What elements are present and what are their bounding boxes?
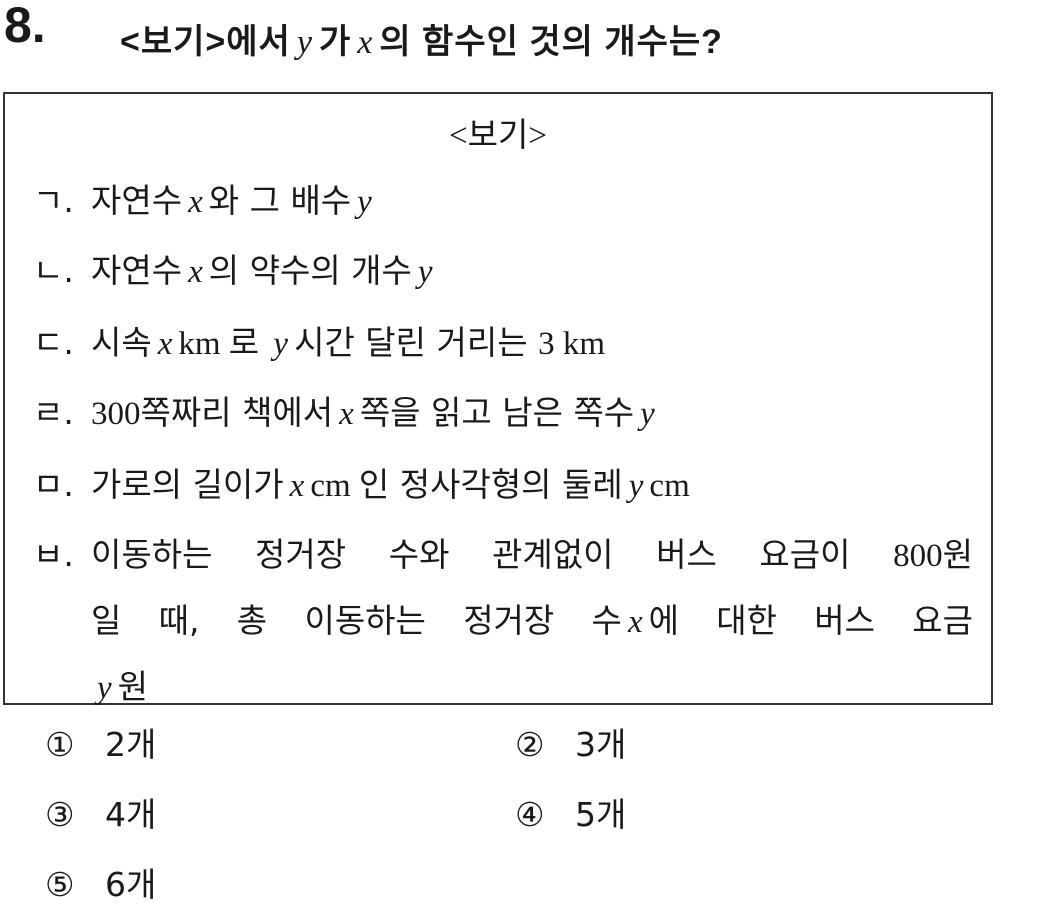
math-variable: y [357,184,372,220]
math-variable: y [628,468,644,504]
text-segment: 시간 달린 거리는 [294,323,539,362]
item-label: ㄱ. [33,181,74,220]
number-text: 3 km [538,326,605,362]
choice-1[interactable]: ① 2개 [45,718,156,766]
example-item: ㅁ. 가로의 길이가 x cm 인 정사각형의 둘레 y cm [33,458,973,524]
choice-mark: ⑤ [45,865,75,904]
text-segment: 쪽을 읽고 남은 쪽수 [359,393,635,432]
choice-text: 5개 [575,795,627,834]
text-segment: 의 약수의 개수 [208,251,412,290]
math-variable: y [640,396,655,432]
number-text: km 로 [178,326,268,362]
item-line: ㄴ. 자연수 x 의 약수의 개수 y [33,244,973,310]
text-segment: 자연수 [91,181,183,220]
example-box: <보기> ㄱ. 자연수 x 와 그 배수 y ㄴ. 자연수 x 의 약수의 개수 y ㄷ. 시속 x km… [3,92,993,706]
example-box-title: <보기> [449,118,547,154]
item-line: ㄷ. 시속 x km 로 y 시간 달린 거리는 3 km [33,316,973,382]
text-segment: 가로의 길이가 [91,465,284,504]
choice-4[interactable]: ④ 5개 [515,788,626,836]
item-line: ㄹ. 300쪽짜리 책에서 x 쪽을 읽고 남은 쪽수 y [33,386,973,452]
example-item: ㄹ. 300쪽짜리 책에서 x 쪽을 읽고 남은 쪽수 y [33,386,973,452]
item-label: ㄹ. [33,393,74,432]
item-label: ㅂ. [33,535,74,574]
text-segment: 가 [318,23,352,61]
math-variable: x [357,24,374,61]
number-text: 800 [893,538,943,574]
example-item: ㄷ. 시속 x km 로 y 시간 달린 거리는 3 km [33,316,973,382]
math-variable: y [417,254,433,290]
choice-text: 4개 [105,795,157,834]
choice-mark: ④ [515,795,545,834]
text-segment: 일 때, 총 이동하는 정거장 수 [91,601,622,640]
item-label: ㄴ. [33,251,74,290]
example-item: ㄴ. 자연수 x 의 약수의 개수 y [33,244,973,310]
item-line: ㅂ. 이동하는 정거장 수와 관계없이 버스 요금이 800원 [33,528,973,594]
item-label: ㄷ. [33,323,74,362]
math-variable: x [339,396,354,432]
item-line: ㅁ. 가로의 길이가 x cm 인 정사각형의 둘레 y cm [33,458,973,524]
item-line: ㄱ. 자연수 x 와 그 배수 y [33,174,973,240]
text-segment: <보기>에서 [120,23,291,61]
example-item: ㄱ. 자연수 x 와 그 배수 y [33,174,973,240]
choice-mark: ① [45,725,75,764]
math-variable: x [627,604,643,640]
question-text: <보기>에서 y 가 x 의 함수인 것의 개수는? [120,14,723,63]
choice-text: 3개 [575,725,627,764]
text-segment: 의 함수인 것의 개수는? [379,23,723,61]
text-segment: 에 대한 버스 요금 [648,601,973,640]
text-segment: 이동하는 정거장 수와 관계없이 버스 요금이 [91,535,894,574]
math-variable: x [157,326,173,362]
math-variable: x [188,184,203,220]
choice-mark: ③ [45,795,75,834]
number-text: cm [649,468,690,504]
math-variable: y [273,326,289,362]
choice-text: 6개 [105,865,157,904]
choice-mark: ② [515,725,545,764]
text-segment: 자연수 [91,251,183,290]
choice-text: 2개 [105,725,157,764]
choice-5[interactable]: ⑤ 6개 [45,858,156,906]
text-segment: 시속 [91,323,152,362]
item-label: ㅁ. [33,465,74,504]
text-segment: 원 [942,535,973,574]
text-segment: 원 [117,667,149,706]
number-text: cm [310,468,359,504]
choice-2[interactable]: ② 3개 [515,718,626,766]
question-number: 8. [4,0,46,53]
math-variable: x [188,254,203,290]
text-segment: 와 그 배수 [208,181,352,220]
math-variable: y [296,24,313,61]
number-text: 300 [91,396,141,432]
text-segment: 쪽짜리 책에서 [140,393,334,432]
text-segment: 인 정사각형의 둘레 [358,465,623,504]
math-variable: y [97,670,112,706]
choice-3[interactable]: ③ 4개 [45,788,156,836]
math-variable: x [289,468,305,504]
example-item: ㅂ. 이동하는 정거장 수와 관계없이 버스 요금이 800원 일 때, 총 이동하… [33,528,973,726]
